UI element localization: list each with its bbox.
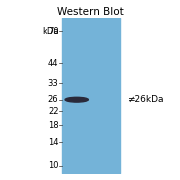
Text: 18: 18 [48, 121, 58, 130]
Ellipse shape [65, 97, 88, 102]
Text: kDa: kDa [42, 27, 58, 36]
Text: 33: 33 [48, 79, 58, 88]
Text: 10: 10 [48, 161, 58, 170]
Text: ≠26kDa: ≠26kDa [127, 95, 163, 104]
Text: 22: 22 [48, 107, 58, 116]
Title: Western Blot: Western Blot [57, 7, 123, 17]
Text: 26: 26 [48, 95, 58, 104]
Text: 70: 70 [48, 27, 58, 36]
Text: 14: 14 [48, 138, 58, 147]
Text: 44: 44 [48, 59, 58, 68]
